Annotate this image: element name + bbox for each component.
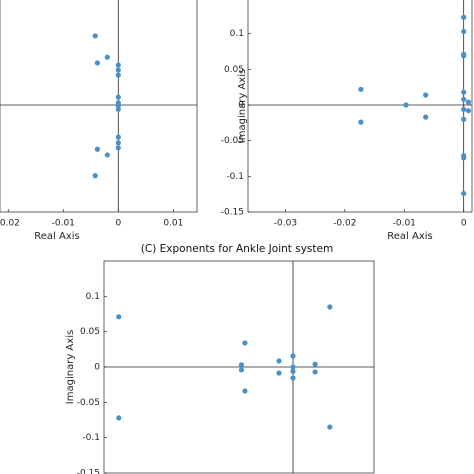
point bbox=[358, 119, 364, 125]
point bbox=[115, 145, 121, 151]
point bbox=[312, 369, 318, 375]
point bbox=[116, 415, 122, 421]
point bbox=[461, 96, 467, 102]
y-axis-label: Imaginary Axis bbox=[65, 330, 76, 404]
x-tick-label: 0 bbox=[115, 219, 121, 229]
point bbox=[290, 353, 296, 359]
y-tick-label: -0.05 bbox=[77, 398, 100, 408]
point bbox=[461, 53, 467, 59]
point bbox=[290, 375, 296, 381]
chart-title: (C) Exponents for Ankle Joint system bbox=[141, 243, 333, 255]
point bbox=[312, 361, 318, 367]
point bbox=[115, 94, 121, 100]
point bbox=[461, 14, 467, 20]
x-tick-label: -0.02 bbox=[0, 219, 20, 229]
point bbox=[276, 370, 282, 376]
point bbox=[238, 367, 245, 373]
y-tick-label: 0.1 bbox=[86, 292, 100, 302]
point bbox=[116, 314, 122, 320]
point bbox=[242, 340, 248, 346]
point bbox=[290, 364, 296, 370]
point bbox=[92, 173, 98, 179]
point bbox=[242, 388, 248, 394]
point bbox=[290, 368, 296, 374]
point bbox=[461, 190, 467, 197]
plot-area bbox=[0, 0, 198, 213]
y-tick-label: 0.05 bbox=[224, 65, 244, 75]
y-tick-label: -0.15 bbox=[221, 208, 244, 218]
point bbox=[115, 103, 121, 109]
point bbox=[461, 116, 467, 122]
point bbox=[465, 108, 472, 114]
point bbox=[461, 89, 467, 95]
point bbox=[92, 33, 98, 39]
x-tick-label: 0 bbox=[461, 219, 467, 229]
y-tick-label: 0 bbox=[94, 363, 100, 373]
point bbox=[358, 86, 364, 92]
point bbox=[423, 114, 429, 120]
x-axis-label: Real Axis bbox=[34, 231, 79, 242]
point bbox=[461, 28, 467, 35]
point bbox=[94, 60, 100, 66]
x-tick-label: -0.03 bbox=[274, 219, 297, 229]
point bbox=[327, 424, 333, 430]
point bbox=[115, 134, 121, 140]
x-tick-label: -0.02 bbox=[333, 219, 356, 229]
point bbox=[115, 62, 121, 68]
point bbox=[94, 146, 100, 152]
y-tick-label: -0.15 bbox=[77, 469, 100, 474]
point bbox=[327, 304, 333, 310]
point bbox=[104, 152, 110, 158]
x-tick-label: -0.01 bbox=[52, 219, 75, 229]
y-axis-label: Imaginary Axis bbox=[237, 69, 248, 143]
point bbox=[115, 67, 121, 73]
x-tick-label: 0.01 bbox=[163, 219, 183, 229]
x-tick-label: -0.01 bbox=[393, 219, 416, 229]
x-axis-label: Real Axis bbox=[387, 231, 432, 242]
y-tick-label: 0 bbox=[238, 101, 244, 111]
point bbox=[423, 92, 429, 98]
y-tick-label: 0.1 bbox=[230, 29, 244, 39]
plot-area bbox=[247, 0, 473, 213]
point bbox=[403, 102, 409, 108]
point bbox=[238, 362, 245, 368]
point bbox=[465, 99, 472, 105]
y-tick-label: 0.05 bbox=[80, 327, 100, 337]
point bbox=[115, 140, 121, 146]
point bbox=[115, 72, 121, 78]
point bbox=[104, 54, 110, 60]
y-tick-label: -0.1 bbox=[226, 172, 244, 182]
y-tick-label: -0.1 bbox=[82, 433, 100, 443]
point bbox=[276, 358, 282, 364]
point bbox=[115, 106, 121, 112]
y-tick-label: -0.05 bbox=[221, 136, 244, 146]
point bbox=[461, 155, 467, 161]
point bbox=[461, 106, 467, 112]
